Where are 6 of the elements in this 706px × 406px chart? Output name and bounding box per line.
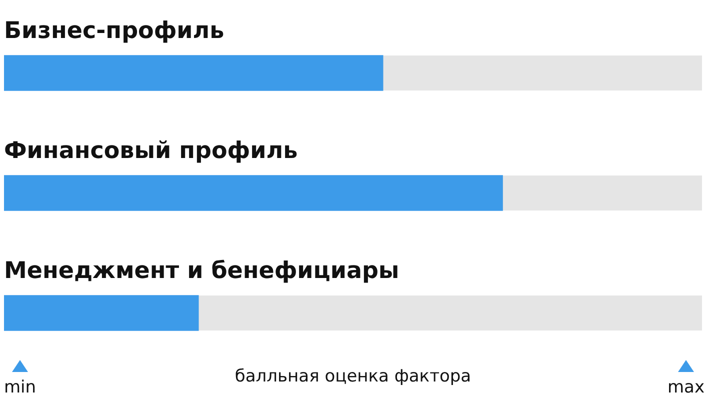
text: max [667, 377, 705, 398]
y-tick-label: Менеджмент и бенефициары [4, 258, 400, 284]
text: min [4, 377, 36, 398]
y-tick-label: Бизнес-профиль [4, 18, 224, 44]
x-axis-title: балльная оценка фактора [234, 366, 472, 386]
y-tick-label: Финансовый профиль [4, 138, 298, 164]
